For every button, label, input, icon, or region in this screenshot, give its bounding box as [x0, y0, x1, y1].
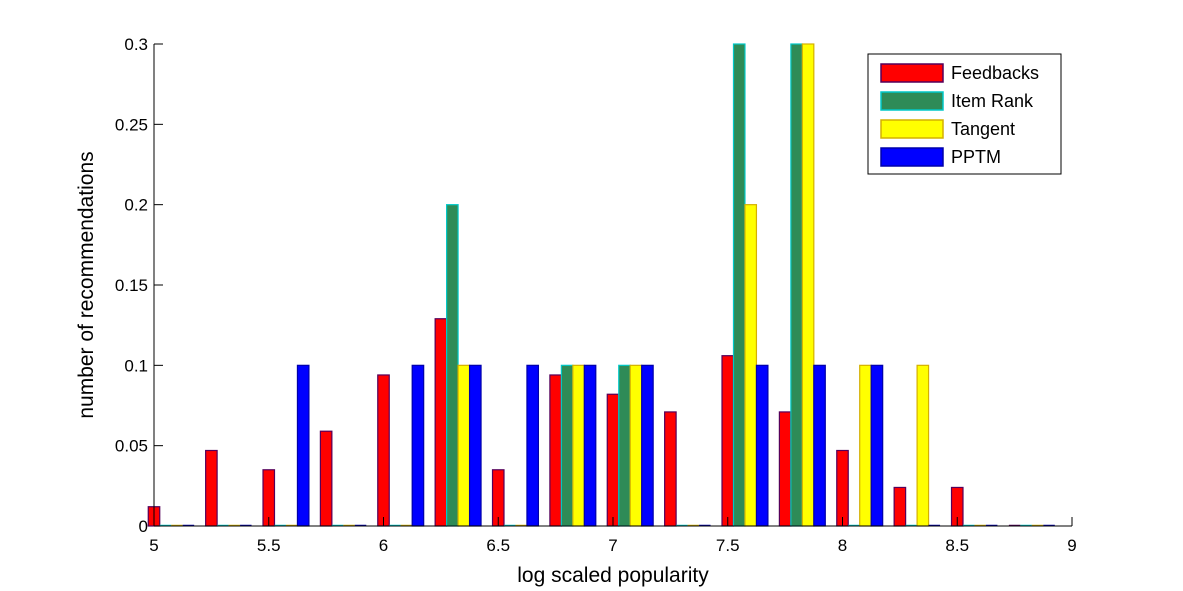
legend-label: Item Rank [951, 91, 1034, 111]
legend-label: Tangent [951, 119, 1015, 139]
x-tick-label: 7.5 [716, 536, 740, 555]
bar-feedbacks [778, 411, 792, 527]
bar-tangent [859, 364, 872, 527]
bar-feedbacks [721, 355, 735, 527]
y-tick-label: 0.25 [115, 115, 148, 134]
bar-feedbacks [205, 449, 218, 527]
y-axis-label: number of recommendations [75, 151, 98, 418]
bar-feedbacks [836, 449, 849, 527]
bar-item-rank [732, 43, 746, 527]
legend-swatch [880, 147, 944, 167]
bar-tangent [744, 204, 758, 527]
x-tick-label: 6.5 [486, 536, 510, 555]
bar-pptm [813, 364, 826, 527]
legend-swatch [880, 119, 944, 139]
x-tick-label: 5.5 [257, 536, 281, 555]
legend-label: Feedbacks [951, 63, 1039, 83]
x-tick-label: 8.5 [945, 536, 969, 555]
y-tick-label: 0.1 [124, 356, 148, 375]
bar-pptm [411, 364, 425, 527]
x-axis-ticks: 5 5.5 6 6.5 7 7.5 8 8.5 9 [149, 517, 1077, 555]
bar-tangent [916, 364, 930, 527]
bar-feedbacks [434, 318, 448, 527]
legend-label: PPTM [951, 147, 1001, 167]
bar-pptm [641, 364, 654, 527]
x-tick-label: 7 [608, 536, 617, 555]
bar-item-rank [790, 43, 803, 527]
y-tick-label: 0.05 [115, 437, 148, 456]
x-tick-label: 8 [838, 536, 847, 555]
x-axis-label: log scaled popularity [517, 564, 709, 587]
x-tick-label: 6 [379, 536, 388, 555]
bar-item-rank [560, 364, 574, 527]
legend: Feedbacks Item Rank Tangent PPTM [867, 53, 1062, 175]
bar-pptm [526, 364, 540, 527]
bar-pptm [468, 364, 482, 527]
y-tick-label: 0.15 [115, 276, 148, 295]
x-tick-label: 9 [1067, 536, 1076, 555]
bar-feedbacks [893, 486, 907, 527]
x-tick-label: 5 [149, 536, 158, 555]
bar-feedbacks [606, 393, 620, 527]
bar-tangent [457, 364, 471, 527]
bar-item-rank [618, 364, 631, 527]
bar-item-rank [446, 204, 459, 527]
bar-tangent [629, 364, 643, 527]
bar-pptm [870, 364, 884, 527]
bar-pptm [755, 364, 769, 527]
bar-pptm [583, 364, 597, 527]
bar-feedbacks [319, 430, 333, 527]
legend-swatch [880, 91, 944, 111]
y-tick-label: 0 [139, 517, 148, 536]
bar-pptm [296, 364, 310, 527]
y-tick-label: 0.2 [124, 196, 148, 215]
legend-swatch [880, 63, 944, 83]
bar-tangent [801, 43, 815, 527]
y-axis-ticks: 0 0.05 0.1 0.15 0.2 0.25 0.3 [115, 35, 163, 536]
bar-feedbacks [664, 411, 677, 527]
bar-feedbacks [549, 374, 562, 527]
bar-feedbacks [377, 374, 390, 527]
bar-tangent [572, 364, 585, 527]
y-tick-label: 0.3 [124, 35, 148, 54]
